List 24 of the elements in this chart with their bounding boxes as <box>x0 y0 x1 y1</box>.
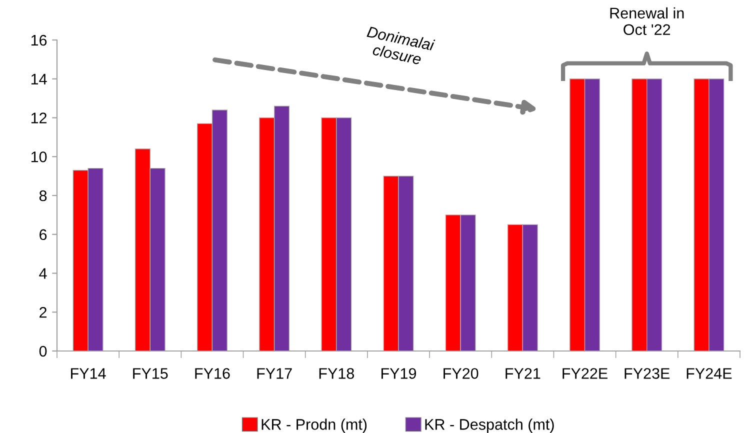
x-tick-label: FY24E <box>686 368 732 379</box>
legend-label: KR - Despatch (mt) <box>425 418 554 433</box>
x-tick-label: FY14 <box>71 368 106 379</box>
x-tick-label: FY17 <box>257 368 292 379</box>
x-tick-label: FY19 <box>381 368 416 379</box>
y-tick-label: 10 <box>31 151 47 162</box>
y-tick-label: 6 <box>40 229 47 240</box>
y-tick-label: 12 <box>31 112 47 124</box>
x-tick-label: FY23E <box>624 368 670 379</box>
text: Renewal in Oct '22 <box>610 7 684 36</box>
x-tick-label: FY21 <box>506 368 540 379</box>
x-tick-label: FY18 <box>319 368 354 379</box>
y-tick-label: 16 <box>31 34 47 46</box>
x-tick-label: FY22E <box>562 368 608 379</box>
legend-label: KR - Prodn (mt) <box>262 418 367 433</box>
y-tick-label: 8 <box>39 190 47 202</box>
x-tick-label: FY16 <box>195 368 230 379</box>
y-tick-label: 14 <box>31 74 47 84</box>
y-tick-label: 0 <box>39 346 47 357</box>
y-tick-label: 4 <box>39 268 47 279</box>
x-tick-label: FY20 <box>444 368 478 379</box>
y-tick-label: 2 <box>40 306 47 318</box>
annotation: Donimalai closure <box>366 26 436 65</box>
x-tick-label: FY15 <box>133 368 168 379</box>
